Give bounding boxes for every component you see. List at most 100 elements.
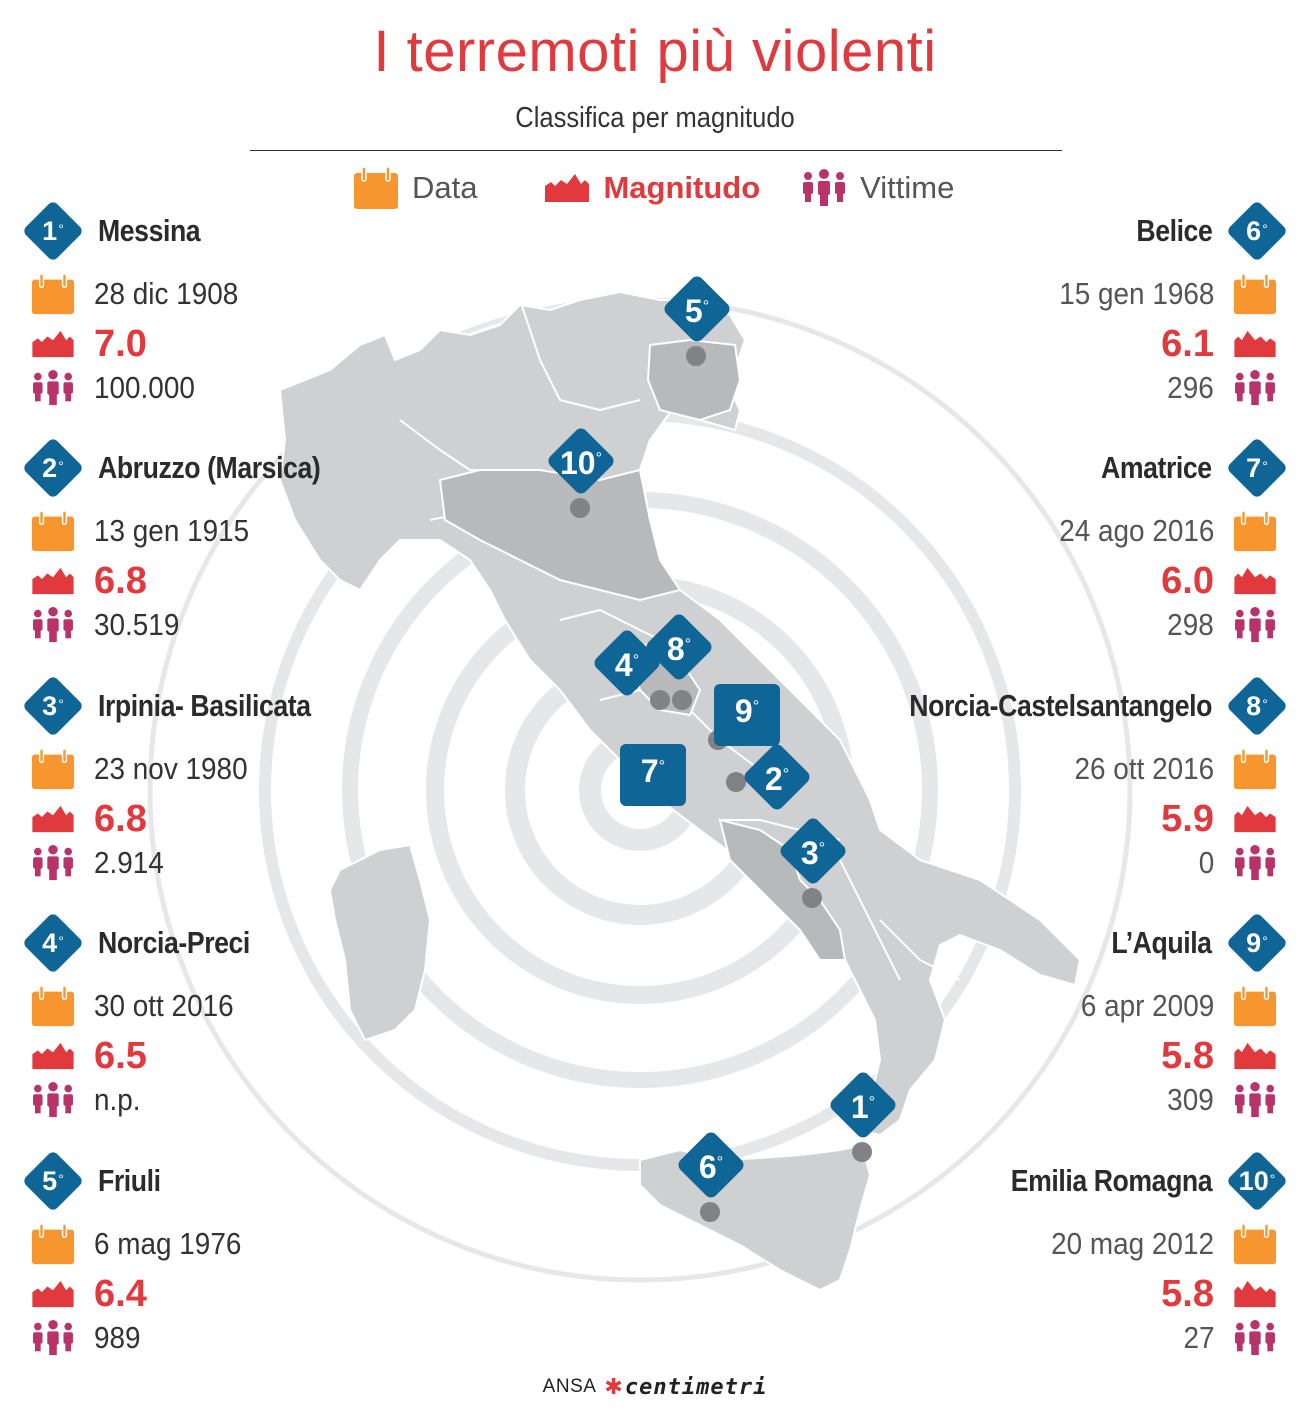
quake-magnitude: 6.0 <box>1161 559 1214 602</box>
quake-magnitude: 7.0 <box>94 322 147 365</box>
quake-place: Norcia-Preci <box>98 925 250 960</box>
people-icon <box>1235 1081 1275 1118</box>
quake-entry-10: 10 ° Emilia Romagna 20 mag 2012 5.8 27 <box>870 1149 1310 1356</box>
rank-badge: 2 ° <box>21 436 85 500</box>
map-marker-10[interactable]: 10 ° <box>544 425 618 522</box>
calendar-icon <box>31 273 75 315</box>
map-marker-4[interactable]: 4 ° <box>590 627 670 724</box>
brand-label: centimetri <box>624 1374 768 1400</box>
quake-place: Irpinia- Basilicata <box>98 688 311 723</box>
quake-victims: 27 <box>1182 1320 1214 1355</box>
quake-magnitude: 5.9 <box>1161 797 1214 840</box>
quake-victims: 309 <box>1167 1082 1214 1117</box>
quake-place: Belice <box>1136 213 1212 248</box>
map-marker-5[interactable]: 5 ° <box>660 273 734 370</box>
map-marker-8[interactable]: 8 ° <box>642 611 716 710</box>
quake-date: 13 gen 1915 <box>94 513 250 548</box>
quake-date: 20 mag 2012 <box>1051 1226 1214 1261</box>
quake-magnitude: 5.8 <box>1161 1272 1214 1315</box>
quake-date: 24 ago 2016 <box>1058 513 1214 548</box>
legend-label-magnitude: Magnitudo <box>603 170 761 205</box>
people-icon <box>803 169 846 206</box>
quake-date: 28 dic 1908 <box>94 276 239 311</box>
page-subtitle: Classifica per magnitudo <box>515 102 795 134</box>
legend-item-date: Data <box>352 165 477 211</box>
quake-place: Friuli <box>98 1163 161 1198</box>
quake-victims: 298 <box>1167 607 1214 642</box>
people-icon <box>1235 606 1275 643</box>
people-icon <box>33 606 73 643</box>
legend-label-date: Data <box>412 170 478 205</box>
map-marker-2[interactable]: 2 ° <box>726 741 814 838</box>
seismograph-icon <box>1234 1042 1276 1070</box>
map-marker-6[interactable]: 6 ° <box>674 1129 748 1226</box>
seismograph-icon <box>32 330 74 358</box>
rank-badge: 8 ° <box>1225 674 1289 738</box>
seismograph-icon <box>32 1280 74 1308</box>
quake-victims: n.p. <box>94 1082 141 1117</box>
quake-victims: 2.914 <box>94 845 164 880</box>
rank-badge: 9 ° <box>1225 911 1289 975</box>
legend-item-magnitude: Magnitudo <box>543 170 760 206</box>
rank-badge: 6 ° <box>1225 199 1289 263</box>
rank-badge: 10 ° <box>1225 1149 1289 1213</box>
calendar-icon <box>1233 510 1277 552</box>
map-marker-1[interactable]: 1 ° <box>826 1069 900 1166</box>
quake-place: L’Aquila <box>1111 925 1213 960</box>
map-marker-7[interactable]: 7 ° <box>616 740 690 830</box>
calendar-icon <box>31 1223 75 1265</box>
legend-item-victims: Vittime <box>800 168 954 208</box>
legend: Data Magnitudo Vittime <box>352 166 994 210</box>
people-icon <box>33 844 73 881</box>
header-divider <box>250 150 1062 151</box>
quake-entry-2: 2 ° Abruzzo (Marsica) 13 gen 1915 6.8 30.… <box>0 436 440 643</box>
seismograph-icon <box>1234 567 1276 595</box>
seismograph-icon <box>32 1042 74 1070</box>
quake-place: Norcia-Castelsantangelo <box>909 688 1212 723</box>
calendar-icon <box>1233 273 1277 315</box>
rank-badge: 4 ° <box>21 911 85 975</box>
legend-label-victims: Vittime <box>860 170 955 205</box>
quake-entry-5: 5 ° Friuli 6 mag 1976 6.4 989 <box>0 1149 440 1356</box>
people-icon <box>33 1319 73 1356</box>
quake-entry-8: 8 ° Norcia-Castelsantangelo 26 ott 2016 5… <box>870 674 1310 881</box>
calendar-icon <box>31 748 75 790</box>
rank-badge: 5 ° <box>21 1149 85 1213</box>
quake-date: 15 gen 1968 <box>1058 276 1214 311</box>
quake-entry-3: 3 ° Irpinia- Basilicata 23 nov 1980 6.8 2… <box>0 674 440 881</box>
people-icon <box>1235 1319 1275 1356</box>
people-icon <box>1235 369 1275 406</box>
quake-victims: 100.000 <box>94 370 195 405</box>
seismograph-icon <box>1234 1280 1276 1308</box>
quake-place: Amatrice <box>1101 450 1212 485</box>
map-marker-9[interactable]: 9 ° <box>708 680 784 770</box>
quake-magnitude: 6.1 <box>1161 322 1214 365</box>
calendar-icon <box>354 166 398 209</box>
centimetri-logo-icon: ✱ <box>604 1374 623 1399</box>
rank-badge: 3 ° <box>21 674 85 738</box>
calendar-icon <box>1233 985 1277 1027</box>
quake-victims: 296 <box>1167 370 1214 405</box>
seismograph-icon <box>1234 330 1276 358</box>
quake-victims: 30.519 <box>94 607 180 642</box>
quake-date: 26 ott 2016 <box>1074 751 1214 786</box>
footer-credit: ANSA ✱ centimetri <box>0 1374 1310 1400</box>
quake-entry-9: 9 ° L’Aquila 6 apr 2009 5.8 309 <box>870 911 1310 1118</box>
source-label: ANSA <box>542 1376 597 1397</box>
rank-badge: 1 ° <box>21 199 85 263</box>
quake-magnitude: 6.4 <box>94 1272 147 1315</box>
quake-place: Messina <box>98 213 201 248</box>
rank-badge: 7 ° <box>1225 436 1289 500</box>
quake-magnitude: 6.5 <box>94 1034 147 1077</box>
quake-place: Abruzzo (Marsica) <box>98 450 321 485</box>
quake-magnitude: 6.8 <box>94 797 147 840</box>
quake-magnitude: 6.8 <box>94 559 147 602</box>
quake-date: 30 ott 2016 <box>94 988 234 1023</box>
calendar-icon <box>1233 1223 1277 1265</box>
quake-date: 6 mag 1976 <box>94 1226 242 1261</box>
seismograph-icon <box>32 567 74 595</box>
calendar-icon <box>31 985 75 1027</box>
quake-victims: 0 <box>1198 845 1214 880</box>
map-marker-3[interactable]: 3 ° <box>776 815 850 912</box>
